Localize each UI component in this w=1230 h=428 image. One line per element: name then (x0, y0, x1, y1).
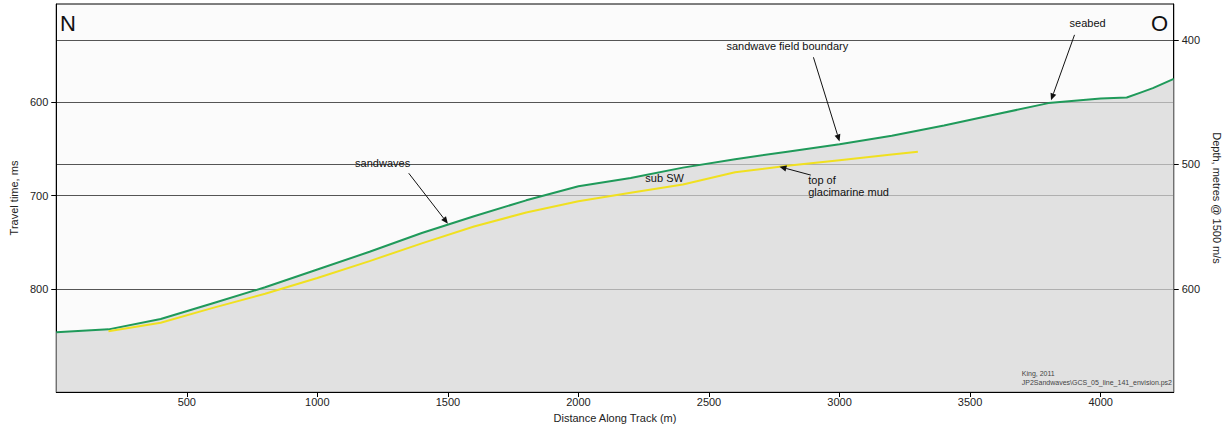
svg-text:sub SW: sub SW (645, 172, 684, 184)
svg-text:O: O (1151, 11, 1168, 36)
svg-text:1500: 1500 (436, 396, 460, 408)
svg-text:top of: top of (808, 174, 836, 186)
svg-text:N: N (60, 11, 76, 36)
svg-text:3000: 3000 (827, 396, 851, 408)
svg-text:Distance Along Track (m): Distance Along Track (m) (554, 412, 677, 424)
svg-text:glacimarine mud: glacimarine mud (808, 186, 889, 198)
svg-text:600: 600 (1182, 283, 1200, 295)
svg-text:400: 400 (1182, 34, 1200, 46)
svg-text:seabed: seabed (1070, 17, 1106, 29)
svg-text:4000: 4000 (1088, 396, 1112, 408)
svg-text:600: 600 (30, 96, 48, 108)
svg-text:500: 500 (178, 396, 196, 408)
svg-text:800: 800 (30, 283, 48, 295)
svg-text:sandwave field boundary: sandwave field boundary (726, 40, 848, 52)
svg-text:500: 500 (1182, 158, 1200, 170)
svg-text:700: 700 (30, 190, 48, 202)
svg-text:3500: 3500 (958, 396, 982, 408)
svg-text:King, 2011: King, 2011 (1022, 370, 1055, 378)
svg-text:Depth, metres @ 1500 m/s: Depth, metres @ 1500 m/s (1211, 132, 1223, 264)
svg-text:2500: 2500 (697, 396, 721, 408)
svg-text:2000: 2000 (566, 396, 590, 408)
svg-text:sandwaves: sandwaves (355, 157, 411, 169)
svg-text:1000: 1000 (305, 396, 329, 408)
svg-text:Travel time, ms: Travel time, ms (8, 160, 20, 235)
svg-text:JP2Sandwaves\GCS_05_line_141_e: JP2Sandwaves\GCS_05_line_141_envision.ps… (1022, 379, 1172, 387)
